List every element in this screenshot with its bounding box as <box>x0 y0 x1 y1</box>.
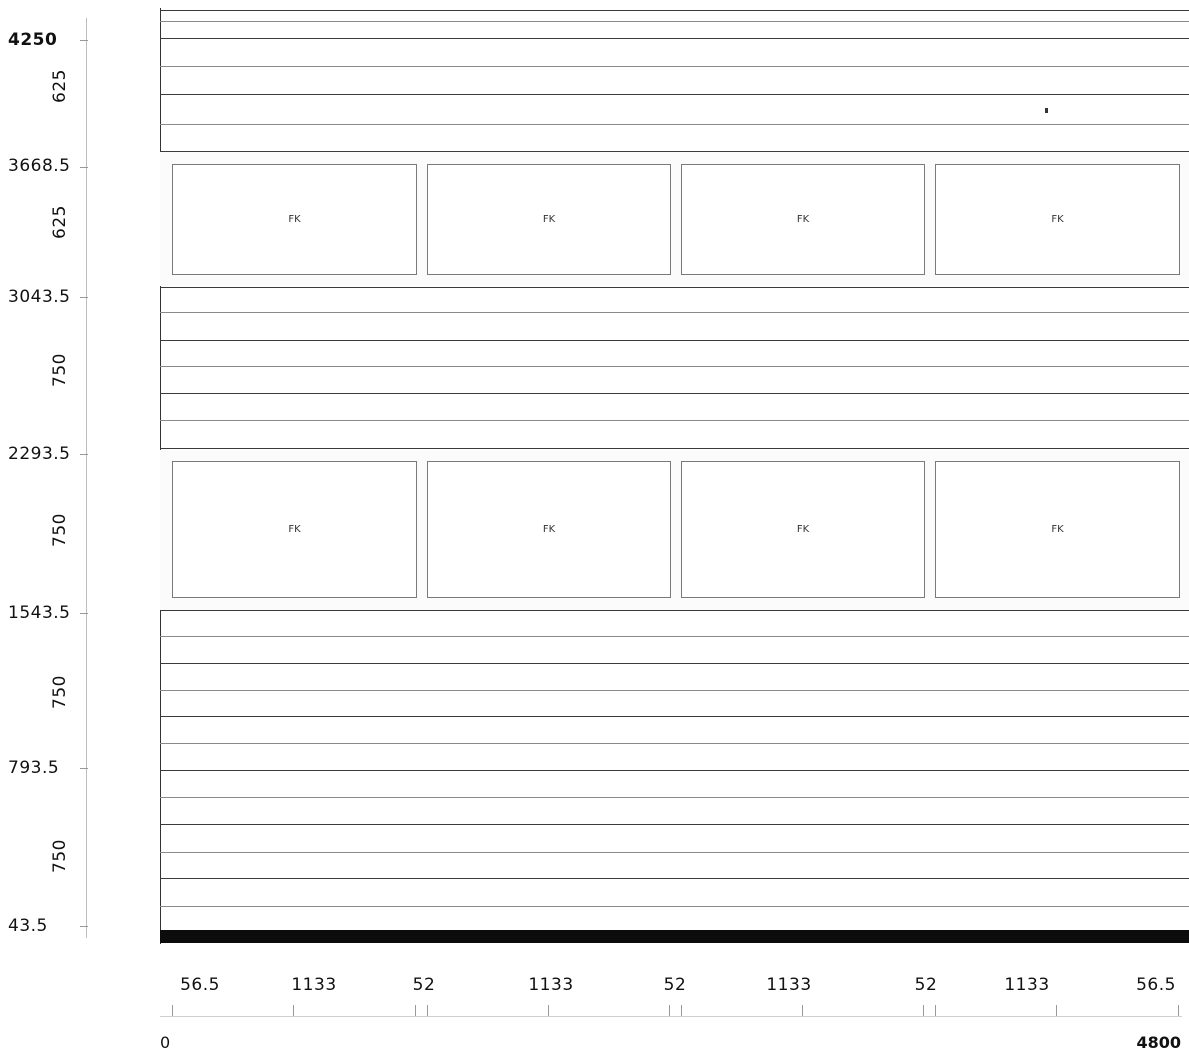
y-level-43-5: 43.5 <box>8 916 48 936</box>
x-segment-dimension: 52 <box>663 975 687 995</box>
horizontal-line <box>160 21 1189 22</box>
fk-panel: FK <box>935 164 1180 275</box>
horizontal-line <box>160 716 1189 718</box>
horizontal-line <box>160 124 1189 125</box>
x-segment-dimension: 52 <box>412 975 436 995</box>
y-segment-dimension: 750 <box>50 513 70 547</box>
y-level-3668-5: 3668.5 <box>8 156 71 176</box>
y-level-4250: 4250 <box>8 30 58 50</box>
y-segment-dimension: 750 <box>50 839 70 873</box>
x-segment-dimension: 52 <box>914 975 938 995</box>
y-segment-dimension: 625 <box>50 69 70 103</box>
horizontal-line <box>160 366 1189 367</box>
horizontal-line <box>160 66 1189 67</box>
horizontal-line <box>160 420 1189 421</box>
horizontal-line <box>160 906 1189 907</box>
x-segment-dimension: 56.5 <box>1136 975 1176 995</box>
x-tick <box>802 1005 803 1016</box>
horizontal-line <box>160 94 1189 96</box>
horizontal-line <box>160 743 1189 744</box>
drawing-speck <box>1045 108 1048 113</box>
horizontal-line <box>160 797 1189 798</box>
y-level-3043-5: 3043.5 <box>8 287 71 307</box>
x-tick <box>1178 1005 1179 1016</box>
y-segment-dimension: 625 <box>50 205 70 239</box>
x-segment-dimension: 1133 <box>528 975 574 995</box>
x-tick <box>172 1005 173 1016</box>
horizontal-line <box>160 312 1189 313</box>
x-tick <box>293 1005 294 1016</box>
y-dimension-bar <box>86 18 87 938</box>
horizontal-line <box>160 448 1189 450</box>
fk-panel: FK <box>681 164 925 275</box>
fk-label: FK <box>1051 214 1064 225</box>
y-tick <box>80 297 88 298</box>
base-bar <box>160 930 1189 943</box>
horizontal-line <box>160 610 1189 612</box>
horizontal-line <box>160 636 1189 637</box>
x-dimension-line <box>160 1016 1182 1017</box>
x-tick <box>427 1005 428 1016</box>
fk-panel: FK <box>681 461 925 598</box>
horizontal-line <box>160 151 1189 153</box>
fk-panel: FK <box>935 461 1180 598</box>
x-tick <box>681 1005 682 1016</box>
fk-label: FK <box>542 214 556 225</box>
y-tick <box>80 613 88 614</box>
x-segment-dimension: 56.5 <box>180 975 220 995</box>
fk-label: FK <box>542 524 556 535</box>
horizontal-line <box>160 10 1189 12</box>
fk-panel: FK <box>427 164 671 275</box>
x-tick <box>548 1005 549 1016</box>
y-level-793-5: 793.5 <box>8 758 60 778</box>
horizontal-line <box>160 287 1189 289</box>
x-tick <box>1056 1005 1057 1016</box>
x-segment-dimension: 1133 <box>291 975 337 995</box>
y-tick <box>80 167 88 168</box>
y-tick <box>80 926 88 927</box>
fk-label: FK <box>288 214 301 225</box>
y-tick <box>80 768 88 769</box>
horizontal-line <box>160 878 1189 880</box>
fk-label: FK <box>796 214 810 225</box>
x-total-width-label: 4800 <box>1136 1033 1181 1052</box>
fk-panel: FK <box>172 164 417 275</box>
x-tick <box>669 1005 670 1016</box>
fk-panel: FK <box>172 461 417 598</box>
y-tick <box>80 454 88 455</box>
x-tick <box>935 1005 936 1016</box>
x-tick <box>923 1005 924 1016</box>
x-segment-dimension: 1133 <box>766 975 812 995</box>
x-segment-dimension: 1133 <box>1004 975 1050 995</box>
fk-label: FK <box>796 524 810 535</box>
y-segment-dimension: 750 <box>50 675 70 709</box>
fk-panel: FK <box>427 461 671 598</box>
horizontal-line <box>160 770 1189 772</box>
fk-label: FK <box>288 524 301 535</box>
horizontal-line <box>160 824 1189 826</box>
y-segment-dimension: 750 <box>50 353 70 387</box>
horizontal-line <box>160 340 1189 342</box>
horizontal-line <box>160 38 1189 40</box>
y-level-1543-5: 1543.5 <box>8 603 71 623</box>
horizontal-line <box>160 852 1189 853</box>
y-tick <box>80 40 88 41</box>
horizontal-line <box>160 393 1189 395</box>
horizontal-line <box>160 663 1189 665</box>
x-tick <box>415 1005 416 1016</box>
horizontal-line <box>160 690 1189 691</box>
x-origin-label: 0 <box>160 1033 171 1052</box>
y-level-2293-5: 2293.5 <box>8 444 71 464</box>
fk-label: FK <box>1051 524 1064 535</box>
